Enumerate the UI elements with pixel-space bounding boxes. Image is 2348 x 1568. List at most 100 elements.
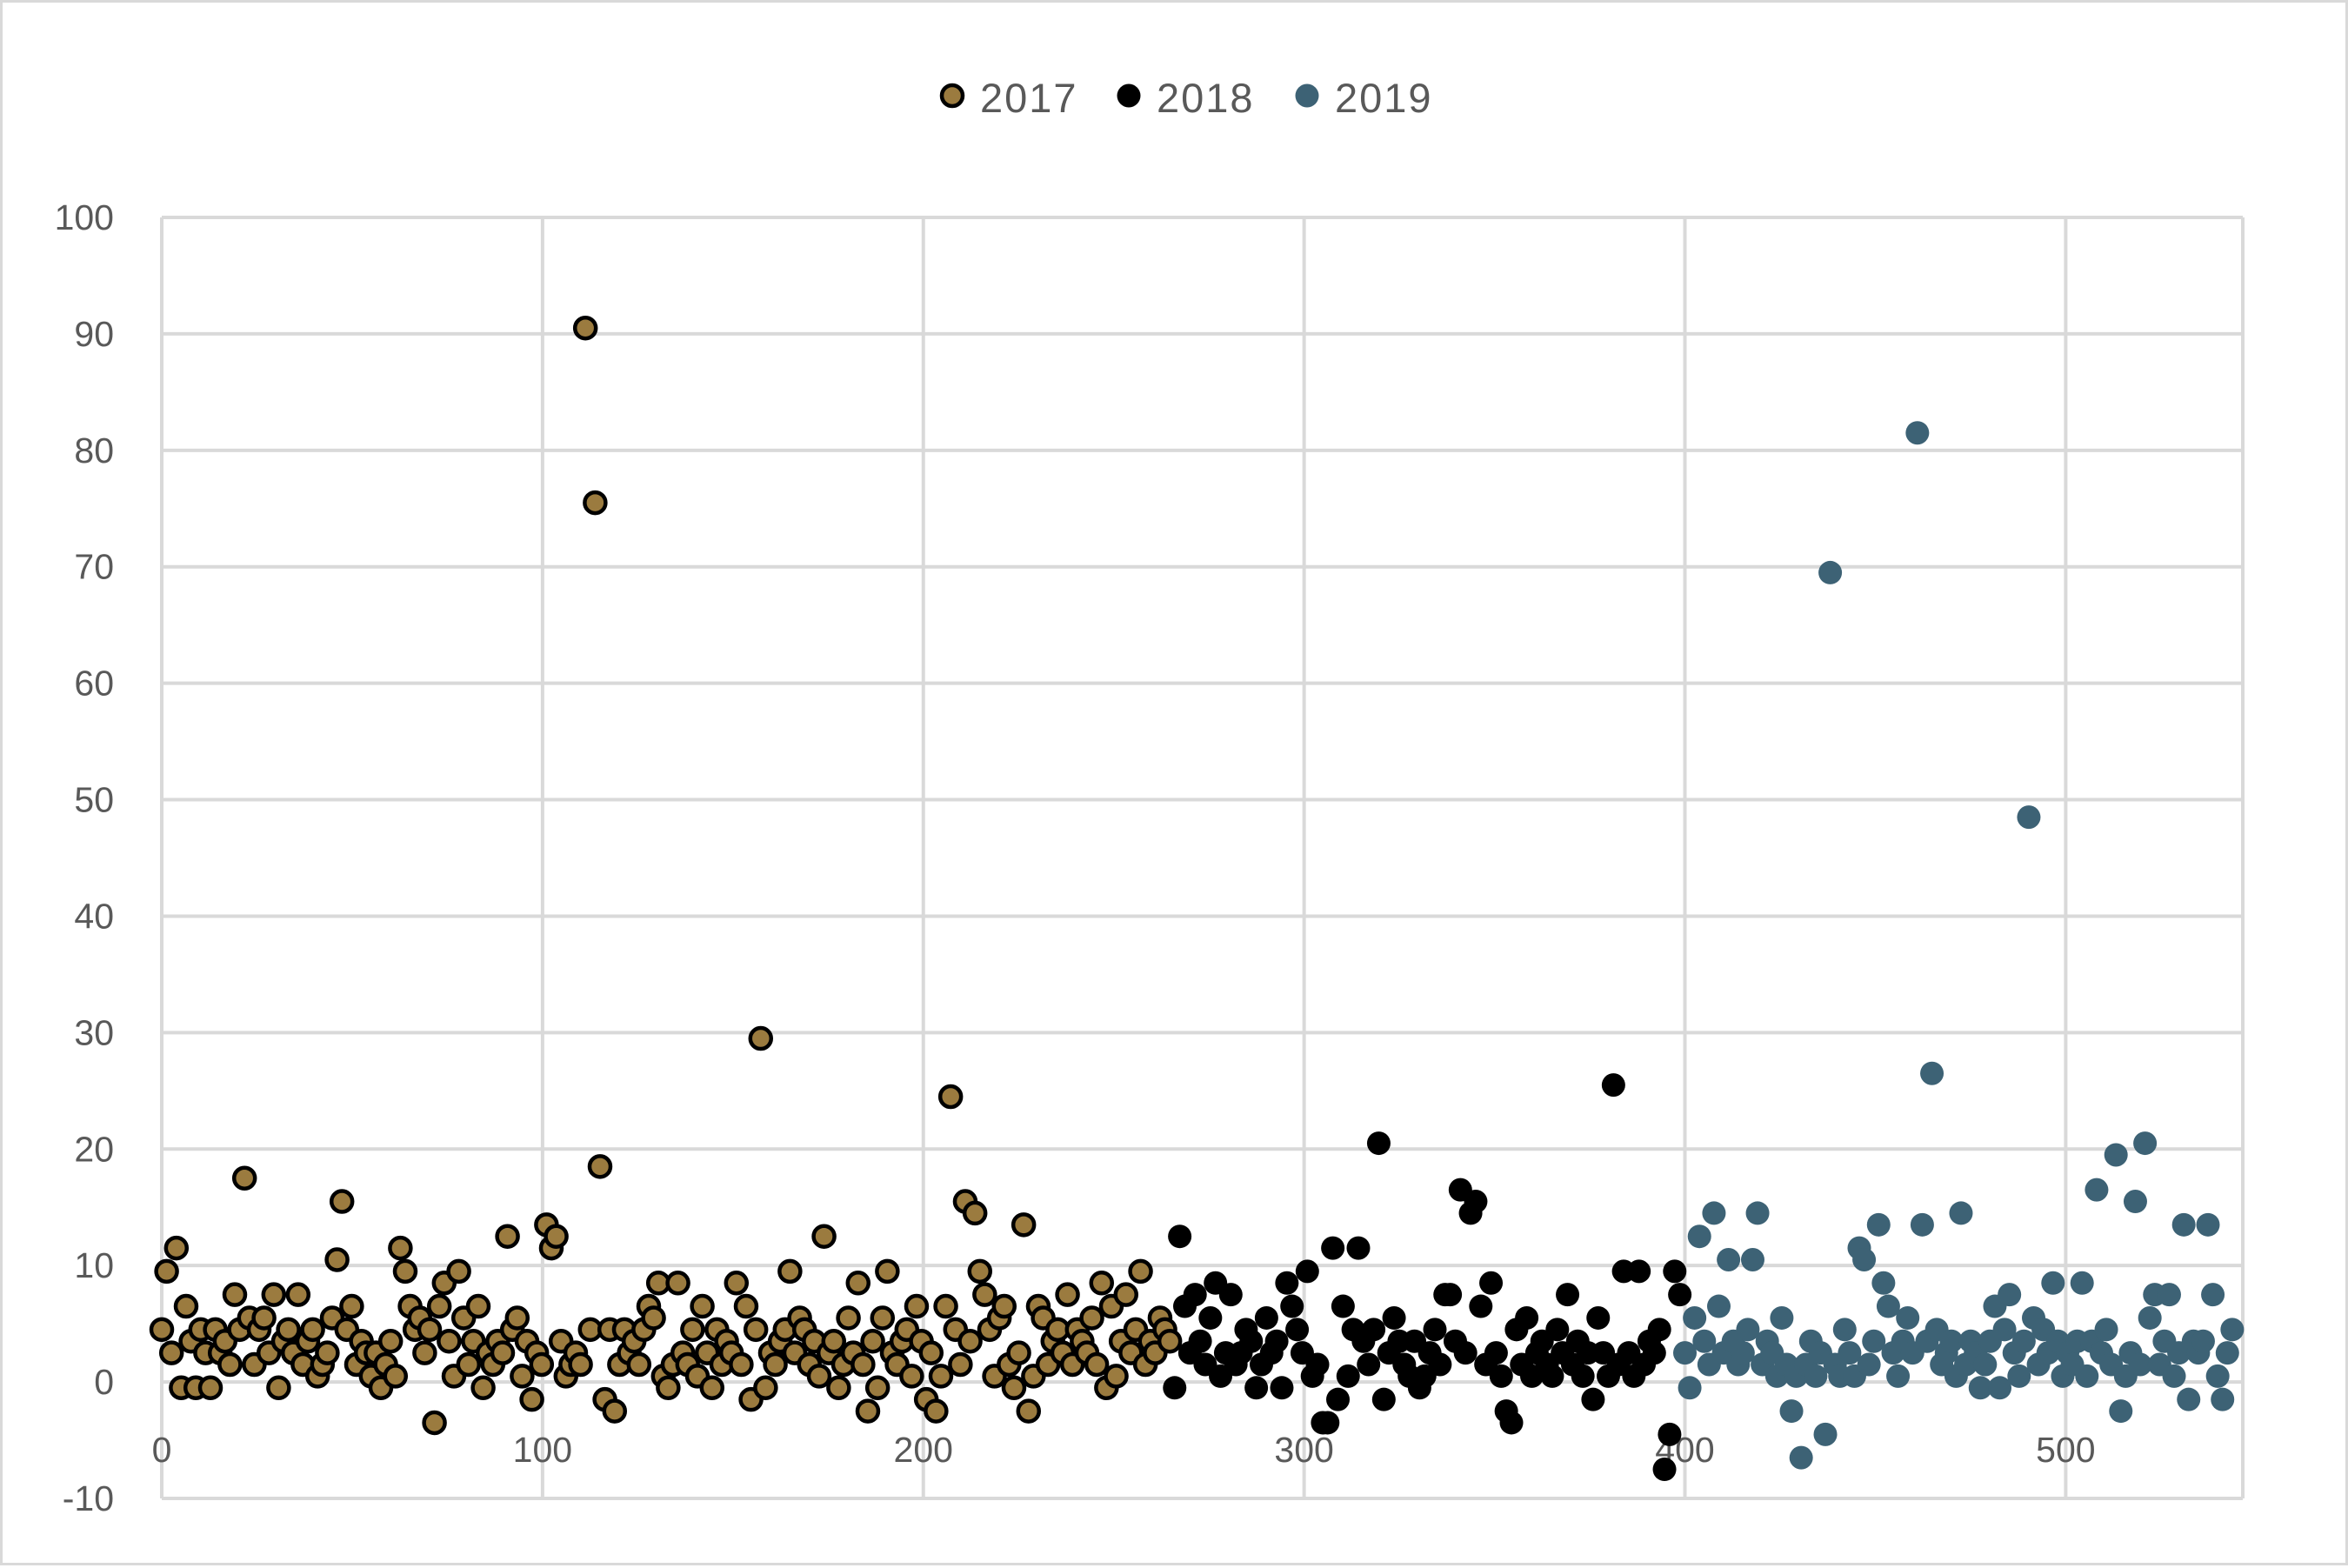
point-2018 bbox=[1484, 1341, 1508, 1365]
legend-marker-2017 bbox=[939, 83, 965, 109]
point-2017 bbox=[991, 1293, 1017, 1319]
point-2019 bbox=[1687, 1224, 1711, 1249]
point-2017 bbox=[158, 1340, 184, 1365]
point-2017 bbox=[763, 1351, 788, 1378]
point-2019 bbox=[2017, 805, 2041, 830]
point-2019 bbox=[1804, 1364, 1828, 1388]
point-2019 bbox=[2157, 1283, 2181, 1307]
point-2019 bbox=[1871, 1271, 1896, 1295]
point-2017 bbox=[933, 1293, 958, 1319]
point-2019 bbox=[2220, 1318, 2245, 1342]
point-2017 bbox=[1016, 1398, 1042, 1424]
y-tick-label: 10 bbox=[74, 1245, 114, 1285]
point-2017 bbox=[495, 1224, 520, 1249]
point-2017 bbox=[690, 1293, 715, 1319]
point-2018 bbox=[1362, 1318, 1386, 1342]
point-2019 bbox=[1706, 1294, 1731, 1318]
point-2018 bbox=[1499, 1411, 1524, 1435]
point-2017 bbox=[583, 490, 608, 516]
point-2018 bbox=[1239, 1329, 1264, 1353]
point-2017 bbox=[222, 1282, 248, 1307]
point-2017 bbox=[490, 1340, 516, 1365]
point-2018 bbox=[1331, 1294, 1355, 1318]
point-2019 bbox=[1949, 1201, 1973, 1225]
point-2017 bbox=[811, 1224, 837, 1249]
point-2018 bbox=[1316, 1411, 1340, 1435]
point-2018 bbox=[1469, 1294, 1493, 1318]
point-2018 bbox=[1254, 1305, 1278, 1330]
point-2017 bbox=[845, 1271, 871, 1296]
point-2019 bbox=[1920, 1061, 1944, 1085]
point-2017 bbox=[324, 1247, 350, 1272]
point-2019 bbox=[1973, 1352, 1998, 1377]
point-2019 bbox=[2177, 1387, 2201, 1411]
point-2019 bbox=[1988, 1376, 2012, 1400]
point-2017 bbox=[163, 1235, 190, 1261]
point-2017 bbox=[456, 1351, 482, 1378]
point-2019 bbox=[1876, 1294, 1900, 1318]
legend-label-2019: 2019 bbox=[1335, 75, 1433, 121]
point-2019 bbox=[2123, 1190, 2147, 1214]
point-2019 bbox=[2007, 1364, 2031, 1388]
point-2017 bbox=[1128, 1258, 1153, 1284]
point-2019 bbox=[2109, 1399, 2133, 1424]
point-2019 bbox=[2094, 1318, 2118, 1342]
point-2018 bbox=[1346, 1236, 1371, 1260]
x-tick-label: 300 bbox=[1274, 1430, 1333, 1470]
x-tick-label: 100 bbox=[513, 1430, 572, 1470]
point-2019 bbox=[2201, 1283, 2225, 1307]
point-2019 bbox=[2162, 1364, 2186, 1388]
point-2018 bbox=[1668, 1283, 1692, 1307]
point-2019 bbox=[1731, 1341, 1755, 1365]
point-2017 bbox=[339, 1293, 364, 1319]
point-2017 bbox=[173, 1293, 199, 1319]
point-2019 bbox=[1692, 1329, 1717, 1353]
point-2019 bbox=[1678, 1376, 1702, 1400]
point-2019 bbox=[1736, 1318, 1760, 1342]
point-2017 bbox=[665, 1271, 690, 1296]
point-2017 bbox=[519, 1386, 544, 1412]
point-2019 bbox=[1789, 1445, 1813, 1470]
point-2018 bbox=[1357, 1352, 1381, 1377]
point-2019 bbox=[1886, 1364, 1911, 1388]
point-2018 bbox=[1453, 1341, 1478, 1365]
point-2018 bbox=[1326, 1387, 1351, 1411]
point-2017 bbox=[510, 1364, 535, 1389]
point-2018 bbox=[1658, 1422, 1682, 1446]
point-2018 bbox=[1305, 1352, 1330, 1377]
point-2017 bbox=[743, 1317, 769, 1343]
point-2017 bbox=[197, 1375, 223, 1401]
point-2017 bbox=[154, 1258, 179, 1284]
point-2019 bbox=[2171, 1212, 2196, 1237]
point-2017 bbox=[1104, 1364, 1129, 1389]
point-2017 bbox=[1089, 1271, 1115, 1296]
point-2017 bbox=[1084, 1351, 1110, 1378]
point-2019 bbox=[1896, 1305, 1920, 1330]
point-2017 bbox=[1113, 1282, 1139, 1307]
point-2018 bbox=[1423, 1318, 1447, 1342]
y-tick-label: 90 bbox=[74, 314, 114, 354]
point-2018 bbox=[1438, 1283, 1463, 1307]
point-2017 bbox=[656, 1375, 681, 1401]
y-tick-label: -10 bbox=[63, 1478, 114, 1518]
point-2017 bbox=[826, 1375, 851, 1401]
point-2017 bbox=[680, 1317, 705, 1343]
point-2019 bbox=[2133, 1131, 2158, 1156]
point-2018 bbox=[1479, 1271, 1504, 1295]
point-2019 bbox=[2075, 1364, 2099, 1388]
point-2017 bbox=[1001, 1375, 1027, 1401]
point-2019 bbox=[2205, 1364, 2230, 1388]
point-2017 bbox=[777, 1258, 803, 1284]
point-2019 bbox=[1702, 1201, 1726, 1225]
point-2018 bbox=[1285, 1318, 1310, 1342]
point-2019 bbox=[1673, 1341, 1698, 1365]
point-2017 bbox=[465, 1293, 491, 1319]
y-tick-label: 100 bbox=[55, 197, 114, 237]
point-2017 bbox=[261, 1282, 287, 1307]
point-2019 bbox=[2011, 1329, 2036, 1353]
x-tick-label: 200 bbox=[894, 1430, 953, 1470]
point-2017 bbox=[383, 1364, 409, 1389]
point-2018 bbox=[1647, 1318, 1671, 1342]
point-2017 bbox=[602, 1398, 628, 1424]
